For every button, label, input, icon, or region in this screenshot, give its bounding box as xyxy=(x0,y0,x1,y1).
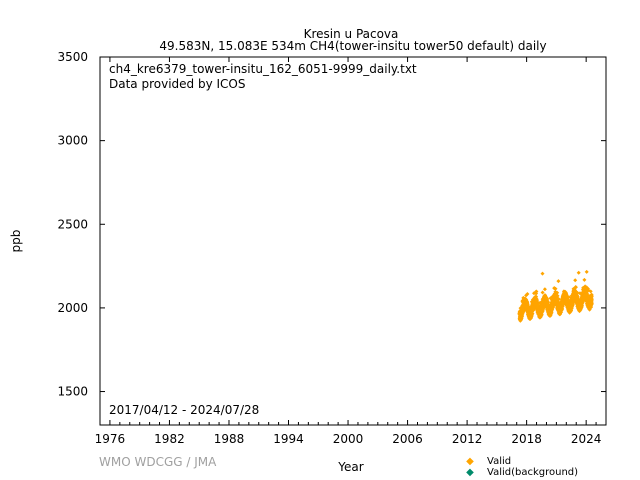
data-point xyxy=(530,311,535,316)
chart-title: Kresin u Pacova xyxy=(304,27,399,41)
data-point xyxy=(555,290,560,295)
data-point-outlier xyxy=(573,278,578,283)
x-tick-label: 2018 xyxy=(511,432,542,446)
y-tick-label: 2500 xyxy=(57,217,88,231)
legend: ◆ Valid ◆ Valid(background) xyxy=(466,456,578,478)
provider-annotation: Data provided by ICOS xyxy=(109,77,245,91)
legend-marker-valid: ◆ xyxy=(466,456,474,467)
legend-marker-background: ◆ xyxy=(466,467,474,478)
x-tick-label: 2024 xyxy=(571,432,602,446)
x-axis: 1976 1982 1988 1994 2000 2006 2012 2018 2024 xyxy=(95,57,602,446)
data-point xyxy=(582,277,587,282)
x-tick-label: 2012 xyxy=(452,432,483,446)
data-point xyxy=(588,289,593,294)
data-point-outlier xyxy=(584,269,589,274)
watermark: WMO WDCGG / JMA xyxy=(99,455,217,469)
x-tick-label: 1976 xyxy=(95,432,126,446)
y-tick-label: 1500 xyxy=(57,385,88,399)
x-axis-label: Year xyxy=(337,460,363,474)
y-tick-label: 3500 xyxy=(57,50,88,64)
x-tick-label: 2006 xyxy=(392,432,423,446)
data-point xyxy=(573,285,578,290)
data-point-outlier xyxy=(576,270,581,275)
data-point xyxy=(542,287,547,292)
data-point xyxy=(589,301,594,306)
data-point xyxy=(575,294,580,299)
data-point xyxy=(525,292,530,296)
data-point xyxy=(520,314,525,319)
legend-label-background: Valid(background) xyxy=(487,467,578,478)
y-tick-label: 3000 xyxy=(57,134,88,148)
data-point xyxy=(589,297,594,302)
data-point xyxy=(589,294,594,299)
data-point-outlier xyxy=(556,279,561,284)
data-point-outlier xyxy=(540,271,545,276)
legend-label-valid: Valid xyxy=(487,456,511,467)
data-point xyxy=(553,286,558,291)
data-point xyxy=(575,290,580,295)
data-point xyxy=(555,293,560,298)
date-range-annotation: 2017/04/12 - 2024/07/28 xyxy=(109,403,259,417)
plot-frame xyxy=(99,56,607,426)
y-tick-label: 2000 xyxy=(57,301,88,315)
data-point xyxy=(556,297,561,302)
x-tick-label: 1994 xyxy=(273,432,304,446)
x-tick-label: 1982 xyxy=(154,432,185,446)
x-tick-label: 1988 xyxy=(214,432,245,446)
data-points xyxy=(517,269,594,323)
filename-annotation: ch4_kre6379_tower-insitu_162_6051-9999_d… xyxy=(109,62,417,76)
y-axis-label: ppb xyxy=(9,230,23,253)
y-axis: 1500 2000 2500 3000 3500 xyxy=(57,50,606,399)
x-tick-label: 2000 xyxy=(333,432,364,446)
data-point xyxy=(534,289,539,294)
chart-subtitle: 49.583N, 15.083E 534m CH4(tower-insitu t… xyxy=(159,39,546,53)
data-point xyxy=(540,290,545,295)
